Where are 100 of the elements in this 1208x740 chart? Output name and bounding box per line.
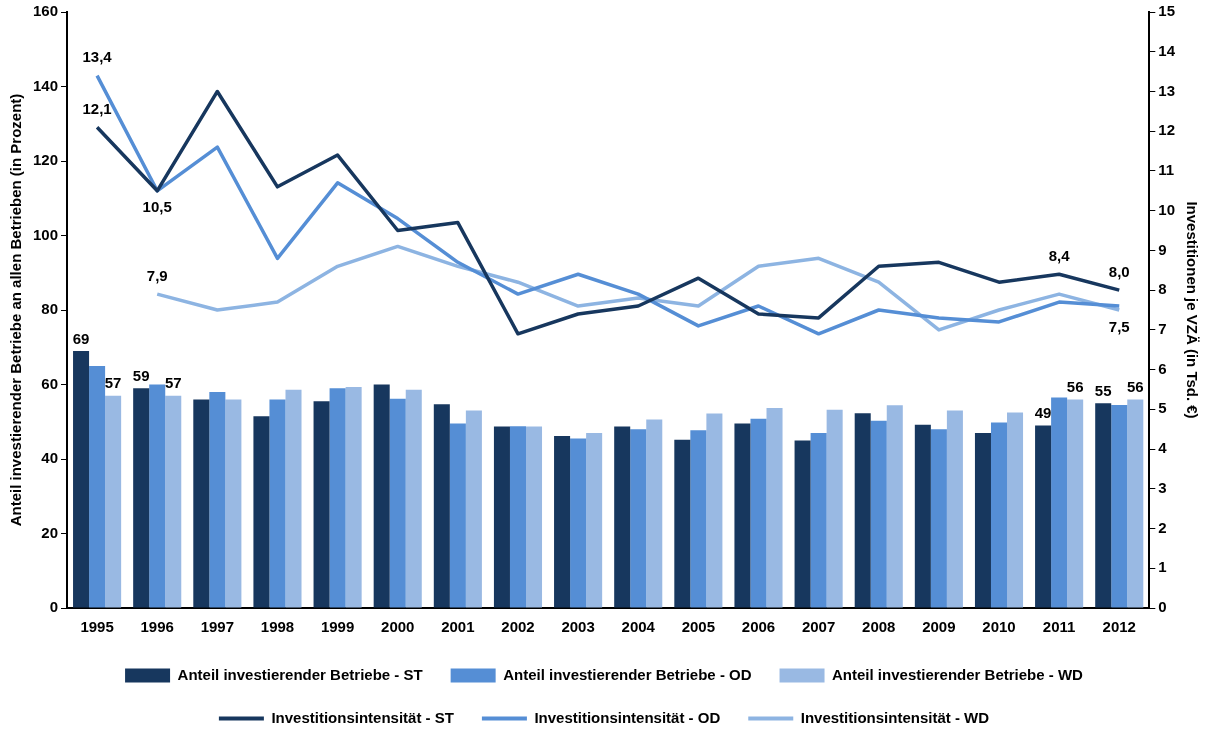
data-label: 59 bbox=[132, 366, 150, 384]
y2-tick-label: 10 bbox=[1158, 200, 1175, 218]
y2-tick-label: 3 bbox=[1158, 478, 1167, 496]
y2-tick-label: 0 bbox=[1158, 598, 1167, 616]
y-tick-label: 60 bbox=[41, 374, 59, 392]
data-label: 7,5 bbox=[1108, 317, 1130, 335]
data-label: 8,4 bbox=[1048, 246, 1071, 264]
data-label: 69 bbox=[72, 329, 90, 347]
bar bbox=[766, 407, 783, 608]
data-label: 12,1 bbox=[82, 99, 112, 117]
y2-tick-label: 7 bbox=[1158, 320, 1167, 338]
bar bbox=[313, 401, 330, 608]
x-tick-label: 2002 bbox=[501, 618, 535, 636]
x-tick-label: 2007 bbox=[801, 618, 836, 636]
bar bbox=[990, 422, 1008, 608]
bar bbox=[89, 365, 106, 608]
bar bbox=[930, 429, 947, 608]
bar bbox=[734, 423, 751, 608]
y2-tick-label: 2 bbox=[1158, 518, 1167, 536]
data-label: 7,9 bbox=[146, 266, 168, 284]
data-label: 56 bbox=[1066, 378, 1084, 396]
legend-label: Investitionsintensität - OD bbox=[534, 708, 721, 726]
bar bbox=[253, 416, 270, 608]
x-tick-label: 1998 bbox=[260, 618, 295, 636]
x-tick-label: 1997 bbox=[200, 618, 235, 636]
y-tick-label: 120 bbox=[33, 151, 59, 169]
x-tick-label: 2011 bbox=[1042, 618, 1076, 636]
y-tick-label: 160 bbox=[33, 2, 59, 20]
x-tick-label: 2003 bbox=[561, 618, 595, 636]
y2-tick-label: 11 bbox=[1158, 161, 1175, 179]
y2-tick-label: 9 bbox=[1158, 240, 1167, 258]
bar bbox=[105, 395, 122, 608]
bar bbox=[586, 432, 603, 608]
bar bbox=[886, 405, 903, 608]
x-tick-label: 1996 bbox=[140, 618, 174, 636]
bar bbox=[405, 389, 422, 608]
bar bbox=[826, 409, 843, 608]
x-tick-label: 2004 bbox=[621, 618, 656, 636]
bar bbox=[389, 398, 406, 608]
legend-label: Anteil investierender Betriebe - WD bbox=[832, 665, 1084, 683]
bar bbox=[794, 440, 811, 608]
bar bbox=[269, 399, 286, 608]
bar bbox=[193, 399, 210, 608]
y2-tick-label: 12 bbox=[1158, 121, 1175, 139]
x-tick-label: 2005 bbox=[681, 618, 716, 636]
bar bbox=[209, 391, 226, 608]
data-label: 10,5 bbox=[142, 198, 172, 216]
bar bbox=[73, 350, 90, 608]
x-tick-label: 2006 bbox=[741, 618, 776, 636]
bar bbox=[554, 435, 571, 608]
bar bbox=[1051, 397, 1068, 608]
bar bbox=[345, 387, 362, 608]
bar bbox=[1007, 412, 1024, 608]
y-tick-label: 140 bbox=[33, 76, 59, 94]
data-label: 55 bbox=[1094, 381, 1112, 399]
bar bbox=[570, 438, 587, 608]
x-tick-label: 2012 bbox=[1102, 618, 1136, 636]
bar bbox=[630, 429, 647, 608]
x-tick-label: 2001 bbox=[441, 618, 475, 636]
y2-tick-label: 1 bbox=[1158, 558, 1167, 576]
data-label: 13,4 bbox=[82, 48, 113, 66]
bar bbox=[614, 426, 631, 608]
data-label: 49 bbox=[1034, 404, 1052, 422]
x-tick-label: 1995 bbox=[80, 618, 114, 636]
x-tick-label: 2010 bbox=[982, 618, 1016, 636]
bar bbox=[493, 426, 510, 608]
bar bbox=[810, 432, 827, 608]
bar bbox=[149, 384, 166, 608]
y-axis-title: Anteil investierender Betriebe an allen Betrieben (in Prozent) bbox=[7, 93, 25, 527]
x-tick-label: 2009 bbox=[922, 618, 956, 636]
data-label: 57 bbox=[104, 374, 122, 392]
x-tick-label: 2008 bbox=[862, 618, 896, 636]
bar bbox=[133, 388, 150, 608]
bar bbox=[509, 426, 526, 608]
y-tick-label: 40 bbox=[41, 449, 59, 467]
legend-label: Anteil investierender Betriebe - ST bbox=[177, 665, 423, 683]
y2-tick-label: 13 bbox=[1158, 81, 1175, 99]
y-tick-label: 100 bbox=[33, 225, 59, 243]
bar bbox=[1095, 403, 1112, 608]
data-label: 57 bbox=[164, 374, 182, 392]
y-tick-label: 20 bbox=[41, 523, 59, 541]
bar bbox=[750, 418, 767, 608]
bar bbox=[465, 410, 482, 608]
bar bbox=[674, 439, 691, 608]
bar bbox=[706, 413, 723, 608]
y-tick-label: 0 bbox=[49, 598, 59, 616]
legend-label: Investitionsintensität - WD bbox=[800, 708, 990, 726]
bar bbox=[1067, 399, 1084, 608]
bar bbox=[974, 432, 991, 608]
y2-tick-label: 5 bbox=[1158, 399, 1167, 417]
y2-tick-label: 4 bbox=[1158, 439, 1168, 457]
bar bbox=[329, 388, 346, 608]
bar bbox=[646, 419, 663, 608]
bar bbox=[526, 426, 543, 608]
bar bbox=[1127, 399, 1144, 608]
bar bbox=[373, 384, 390, 608]
bar bbox=[1111, 404, 1128, 608]
x-tick-label: 2000 bbox=[381, 618, 415, 636]
y-tick-label: 80 bbox=[41, 300, 59, 318]
bar bbox=[285, 389, 302, 608]
